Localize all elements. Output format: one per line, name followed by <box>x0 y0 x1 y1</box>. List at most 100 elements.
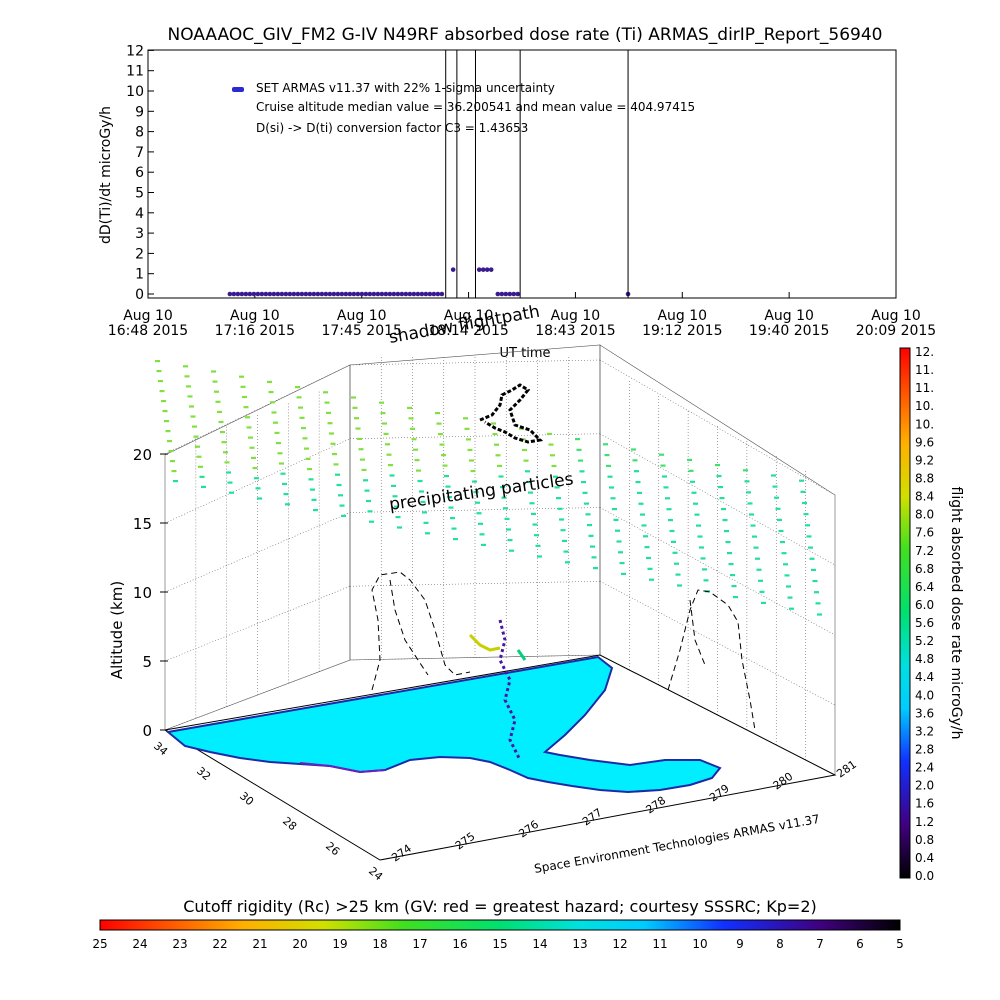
particle-dot <box>394 505 399 508</box>
particle-dot <box>382 422 387 425</box>
particle-dot <box>223 451 228 454</box>
particle-dot <box>548 443 554 446</box>
rigidity-tick-label: 25 <box>92 937 107 951</box>
data-point <box>251 291 257 297</box>
particle-dot <box>198 465 203 468</box>
x-tick-date: Aug 10 <box>871 308 921 324</box>
data-point <box>267 291 273 297</box>
particle-dot <box>693 502 698 505</box>
particle-dot <box>367 510 373 513</box>
particle-dot <box>332 453 337 456</box>
dose-tick-label: 8.0 <box>915 508 934 522</box>
top-plot-frame <box>147 49 897 299</box>
particle-dot <box>249 446 255 449</box>
gridline <box>599 359 836 496</box>
particle-dot <box>562 539 567 542</box>
particle-dot <box>307 468 312 471</box>
lat-tick-label: 30 <box>237 789 256 808</box>
particle-dot <box>634 470 639 473</box>
particle-dot <box>246 426 252 429</box>
particle-dot <box>276 442 281 445</box>
particle-dot <box>743 469 748 472</box>
particle-dot <box>252 466 258 470</box>
particle-dot <box>525 470 530 473</box>
dose-tick-label: 5.2 <box>915 634 934 648</box>
particle-dot <box>588 534 594 537</box>
particle-dot <box>254 477 259 480</box>
particle-dot <box>491 422 496 425</box>
dose-tick-label: 3.6 <box>915 706 934 720</box>
gridline <box>599 580 836 706</box>
particle-dot <box>640 513 645 516</box>
particle-dot <box>504 517 510 520</box>
particle-dot <box>183 365 188 368</box>
dose-tick-label: 9.2 <box>915 453 934 467</box>
particle-dot <box>326 411 331 414</box>
data-point <box>411 291 417 297</box>
data-point <box>359 291 365 297</box>
particle-dot <box>311 498 317 501</box>
particle-dot <box>587 524 592 527</box>
lat-tick-label: 34 <box>151 739 170 758</box>
z-tick-label: 0 <box>142 722 152 740</box>
particle-dot <box>285 503 290 506</box>
particle-dot <box>523 459 529 462</box>
x-tick-date: Aug 10 <box>444 308 494 324</box>
particle-dot <box>450 517 455 520</box>
data-point <box>291 291 297 297</box>
y-tick-label: 2 <box>135 246 144 262</box>
legend-conversion: D(si) -> D(ti) conversion factor C3 = 1.… <box>256 121 528 135</box>
particle-dot <box>464 427 470 430</box>
altitude-axis: 0 5 10 15 20 <box>133 446 168 740</box>
particle-dot <box>584 502 589 505</box>
particle-dot <box>808 546 813 549</box>
rigidity-colorbar-gradient <box>99 919 901 931</box>
dose-tick-label: 2.8 <box>915 743 934 757</box>
particle-dot <box>668 519 673 522</box>
particle-dot <box>224 461 230 464</box>
dose-tick-label: 1.2 <box>915 815 934 829</box>
particle-dot <box>155 360 160 363</box>
data-point <box>450 267 456 272</box>
lon-tick-label: 281 <box>834 758 859 781</box>
particle-dot <box>643 535 648 538</box>
particle-dot <box>282 482 287 485</box>
particle-dot <box>815 602 821 605</box>
precipitating-particles-label: precipitating particles <box>388 469 575 515</box>
particle-dot <box>417 479 423 483</box>
data-point <box>419 291 425 297</box>
particle-dot <box>612 508 617 511</box>
z-tick-label: 20 <box>133 446 152 464</box>
gridline <box>164 364 351 455</box>
particle-dot <box>750 524 756 527</box>
dose-colorbar-gradient <box>899 347 911 879</box>
particle-dot <box>369 520 374 523</box>
particle-dot <box>187 395 193 398</box>
particle-dot <box>752 535 757 538</box>
particle-dot <box>467 448 473 452</box>
particle-dot <box>162 410 168 413</box>
particle-dot <box>453 538 458 541</box>
particle-dot <box>190 415 196 418</box>
particle-dot <box>575 438 580 441</box>
particle-dot <box>298 406 303 409</box>
particle-dot <box>336 483 342 487</box>
data-point <box>351 291 357 297</box>
flightpath-high <box>479 383 544 444</box>
particle-dot <box>408 417 414 420</box>
particle-dot <box>744 480 750 483</box>
particle-dot <box>211 370 216 373</box>
data-point <box>503 291 509 297</box>
rigidity-tick-label: 22 <box>212 937 227 951</box>
legend-swatch <box>232 87 244 92</box>
particle-dot <box>279 462 284 465</box>
particle-dot <box>718 486 723 489</box>
rigidity-tick-label: 14 <box>532 937 547 951</box>
particle-dot <box>503 507 508 510</box>
particle-dot <box>323 391 328 394</box>
particle-dot <box>388 464 393 467</box>
particle-dot <box>578 459 583 462</box>
rigidity-tick-label: 8 <box>776 937 784 951</box>
gridline <box>164 438 351 524</box>
